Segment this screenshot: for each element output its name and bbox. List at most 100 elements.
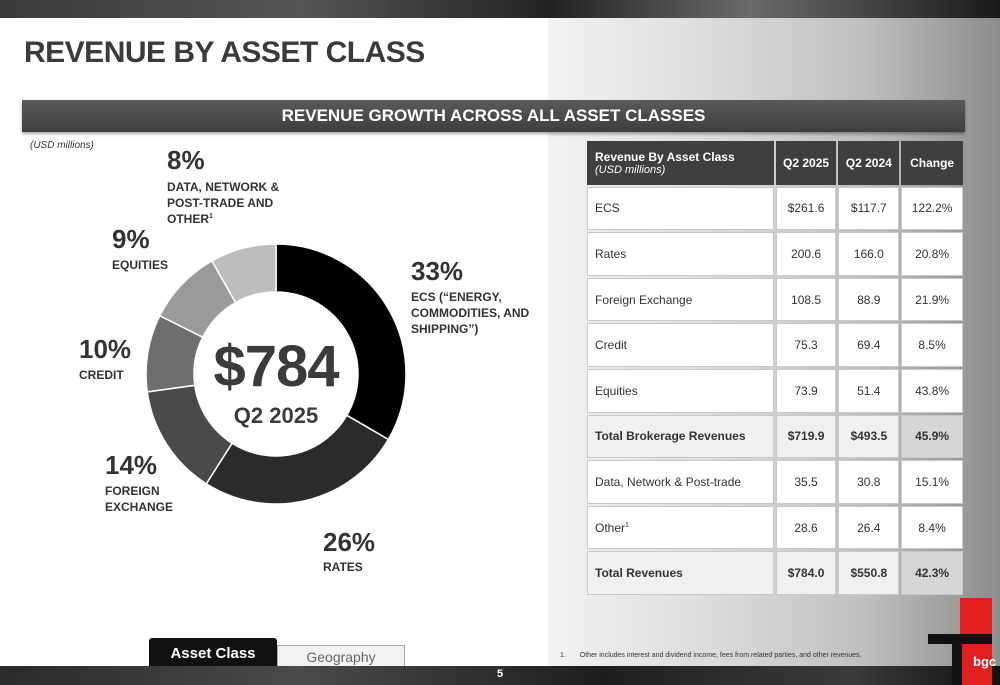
cell-change: 20.8% <box>901 232 963 276</box>
bgc-logo: bgc <box>928 598 996 685</box>
logo-text: bgc <box>973 654 996 669</box>
donut-slice-data-network-other <box>210 243 277 304</box>
data-network-label: DATA, NETWORK & POST-TRADE AND OTHER1 <box>167 179 279 228</box>
table-row: Total Revenues $784.0 $550.8 42.3% <box>587 551 963 595</box>
cell-change: 42.3% <box>901 551 963 595</box>
footnote-text: Other includes interest and dividend inc… <box>579 652 862 659</box>
center-total-value: $784 <box>213 334 339 399</box>
cell-q2-2024: $550.8 <box>838 551 900 595</box>
cell-q2-2025: $261.6 <box>775 186 837 231</box>
footnote-number: 1. <box>560 652 566 659</box>
cell-change: 45.9% <box>901 414 963 459</box>
row-label-text: ECS <box>595 201 620 216</box>
cell-q2-2024: $117.7 <box>838 186 900 231</box>
header-title: Revenue By Asset Class <box>595 149 735 164</box>
logo-stem <box>952 634 962 685</box>
cell-q2-2025: 35.5 <box>775 460 837 504</box>
cell-q2-2024: 88.9 <box>838 277 900 322</box>
cell-change: 122.2% <box>901 186 963 231</box>
cell-q2-2025: 28.6 <box>775 505 837 550</box>
ecs-percent: 33% <box>411 256 464 286</box>
row-label: ECS <box>587 186 774 231</box>
donut-segments <box>145 243 407 505</box>
row-label-text: Credit <box>595 338 628 353</box>
row-label: Data, Network & Post-trade <box>587 460 774 504</box>
header-q2-2025: Q2 2025 <box>775 141 837 185</box>
data-network-label-line: DATA, NETWORK & <box>167 180 280 194</box>
cell-q2-2024: 30.8 <box>838 460 900 504</box>
fx-label: FOREIGN EXCHANGE <box>105 483 173 515</box>
row-label-text: Total Brokerage Revenues <box>595 429 746 444</box>
page-number: 5 <box>496 668 504 680</box>
table-row: Data, Network & Post-trade 35.5 30.8 15.1% <box>587 460 963 504</box>
fx-label-line: FOREIGN <box>105 484 160 498</box>
cell-q2-2025: $784.0 <box>775 551 837 595</box>
row-label-text: Equities <box>595 383 638 398</box>
row-label-text: Other <box>595 520 626 535</box>
footnote: 1. Other includes interest and dividend … <box>560 652 862 659</box>
row-label-text: Rates <box>595 246 627 261</box>
cell-change: 8.5% <box>901 323 963 367</box>
header-units: (USD millions) <box>595 163 666 176</box>
top-image-strip <box>0 0 1000 18</box>
data-network-label-line: OTHER1 <box>167 211 279 227</box>
tab-asset-class[interactable]: Asset Class <box>149 638 277 668</box>
table-row: Credit 75.3 69.4 8.5% <box>587 323 963 367</box>
tab-geography[interactable]: Geography <box>277 645 405 668</box>
cell-q2-2024: 26.4 <box>838 505 900 550</box>
row-label: Equities <box>587 368 774 413</box>
table-row: Equities 73.9 51.4 43.8% <box>587 368 963 413</box>
donut-slice-ecs <box>275 243 407 441</box>
table-row: Other1 28.6 26.4 8.4% <box>587 505 963 550</box>
footnote-marker: 1 <box>209 213 213 221</box>
table-row: Rates 200.6 166.0 20.8% <box>587 232 963 276</box>
section-banner: REVENUE GROWTH ACROSS ALL ASSET CLASSES <box>22 100 965 132</box>
bottom-bar <box>0 666 1000 685</box>
table-header-row: Revenue By Asset Class (USD millions) Q2… <box>587 141 963 185</box>
header-asset-class: Revenue By Asset Class (USD millions) <box>587 141 774 185</box>
data-network-label-text: OTHER <box>167 212 209 227</box>
header-q2-2024: Q2 2024 <box>838 141 900 185</box>
rates-percent: 26% <box>323 527 376 557</box>
row-label: Total Revenues <box>587 551 774 595</box>
rates-label: RATES <box>323 560 363 574</box>
footnote-marker: 1 <box>625 521 629 529</box>
equities-label: EQUITIES <box>112 258 169 272</box>
fx-percent: 14% <box>105 450 158 480</box>
cell-q2-2025: $719.9 <box>775 414 837 459</box>
ecs-label: ECS (“ENERGY, COMMODITIES, AND SHIPPING”… <box>411 289 529 338</box>
cell-change: 21.9% <box>901 277 963 322</box>
cell-change: 8.4% <box>901 505 963 550</box>
cell-change: 43.8% <box>901 368 963 413</box>
revenue-table: Revenue By Asset Class (USD millions) Q2… <box>585 139 965 597</box>
row-label-text: Total Revenues <box>595 566 683 581</box>
table-row: Total Brokerage Revenues $719.9 $493.5 45.9… <box>587 414 963 459</box>
donut-slice-rates <box>205 414 390 505</box>
table-row: ECS $261.6 $117.7 122.2% <box>587 186 963 231</box>
page-title: REVENUE BY ASSET CLASS <box>24 36 425 69</box>
data-network-label-line: POST-TRADE AND <box>167 196 274 211</box>
row-label: Credit <box>587 323 774 367</box>
cell-q2-2024: 69.4 <box>838 323 900 367</box>
fx-label-line: EXCHANGE <box>105 500 174 515</box>
cell-q2-2024: $493.5 <box>838 414 900 459</box>
ecs-label-line: COMMODITIES, AND <box>411 306 530 321</box>
credit-percent: 10% <box>79 334 132 364</box>
ecs-label-line: ECS (“ENERGY, <box>411 290 502 304</box>
center-period-label: Q2 2025 <box>233 403 319 428</box>
row-label: Rates <box>587 232 774 276</box>
credit-label: CREDIT <box>79 368 124 382</box>
header-change: Change <box>901 141 963 185</box>
revenue-donut-chart <box>145 243 407 505</box>
equities-percent: 9% <box>112 224 150 254</box>
row-label: Other1 <box>587 505 774 550</box>
table-row: Foreign Exchange 108.5 88.9 21.9% <box>587 277 963 322</box>
units-note: (USD millions) <box>30 140 94 151</box>
row-label-text: Foreign Exchange <box>595 292 693 307</box>
ecs-label-line: SHIPPING”) <box>411 322 479 337</box>
cell-q2-2025: 108.5 <box>775 277 837 322</box>
cell-q2-2025: 200.6 <box>775 232 837 276</box>
data-network-percent: 8% <box>167 145 205 175</box>
row-label: Total Brokerage Revenues <box>587 414 774 459</box>
row-label-text: Data, Network & Post-trade <box>595 474 742 489</box>
